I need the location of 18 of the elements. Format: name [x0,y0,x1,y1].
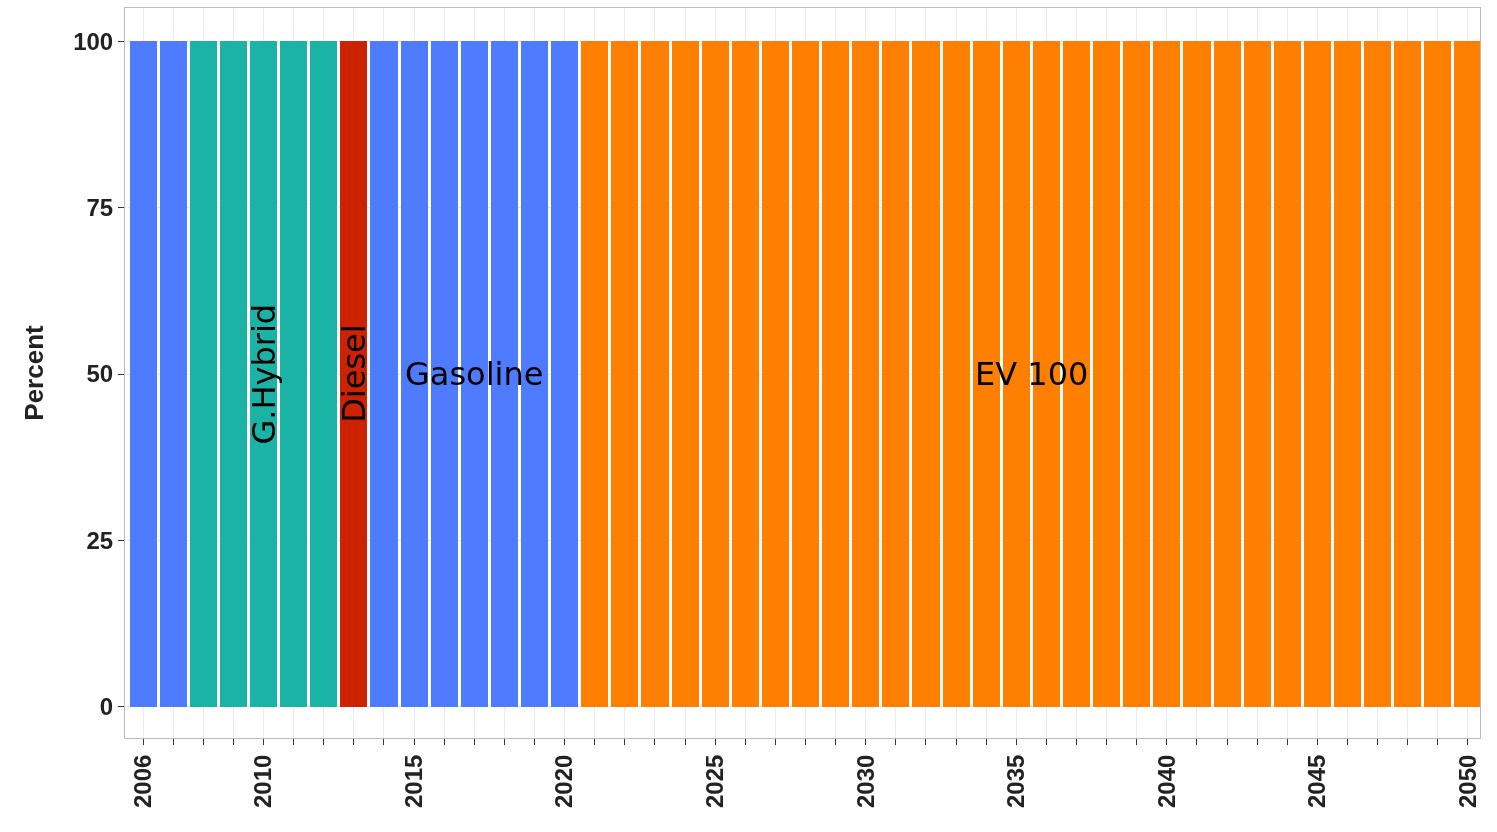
y-tick-label: 50 [86,360,114,388]
series-label: G.Hybrid [244,303,283,445]
x-tick-label: 2040 [1152,754,1180,808]
x-tick-label: 2025 [700,754,728,808]
y-tick-label: 75 [86,194,114,222]
y-tick-label: 0 [99,693,114,721]
x-tick-label: 2035 [1002,754,1030,808]
x-tick-label: 2030 [851,754,879,808]
x-tick-label: 2010 [249,754,277,808]
series-label: Diesel [334,324,373,423]
x-tick-label: 2015 [399,754,427,808]
x-tick-label: 2006 [128,754,156,808]
x-tick-label: 2050 [1453,754,1481,808]
y-tick-label: 25 [86,526,114,554]
x-tick-label: 2045 [1303,754,1331,808]
y-tick-label: 100 [73,27,114,55]
x-tick-label: 2020 [550,754,578,808]
y-axis-title: Percent [18,324,49,421]
